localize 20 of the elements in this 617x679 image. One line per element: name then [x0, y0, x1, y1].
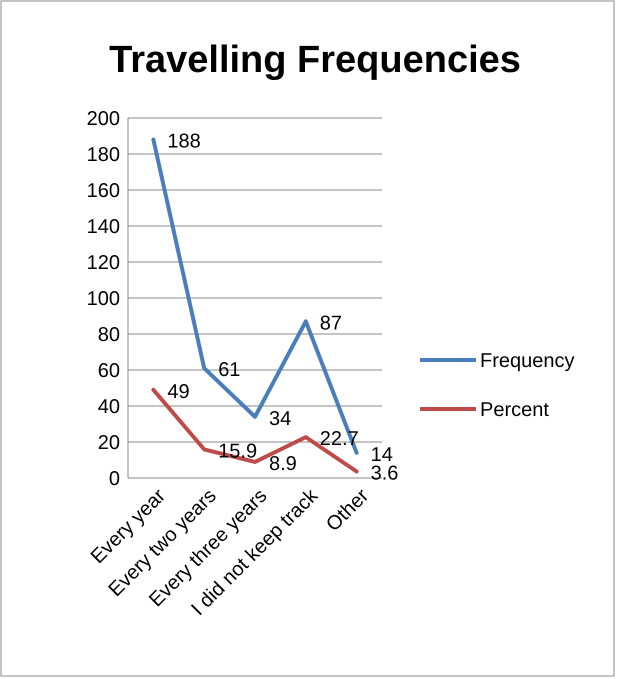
data-label: 188 — [167, 130, 201, 153]
data-label: 34 — [269, 408, 292, 430]
y-tick-label: 100 — [86, 288, 120, 310]
y-tick-label: 40 — [98, 396, 120, 418]
chart-title: Travelling Frequencies — [109, 39, 521, 81]
y-tick-label: 20 — [98, 432, 120, 454]
y-tick-label: 120 — [86, 252, 120, 274]
data-label: 87 — [320, 312, 342, 334]
legend-label: Frequency — [480, 350, 574, 372]
y-tick-label: 80 — [98, 324, 120, 346]
y-tick-label: 160 — [86, 180, 120, 202]
data-label: 61 — [218, 359, 240, 382]
y-tick-label: 140 — [86, 216, 120, 238]
data-label: 49 — [167, 380, 190, 403]
y-tick-label: 0 — [108, 468, 120, 490]
y-tick-label: 180 — [86, 144, 120, 166]
y-tick-label: 60 — [98, 360, 120, 382]
data-label: 8.9 — [269, 452, 297, 475]
y-tick-label: 200 — [86, 108, 120, 130]
legend-label: Percent — [480, 399, 550, 421]
